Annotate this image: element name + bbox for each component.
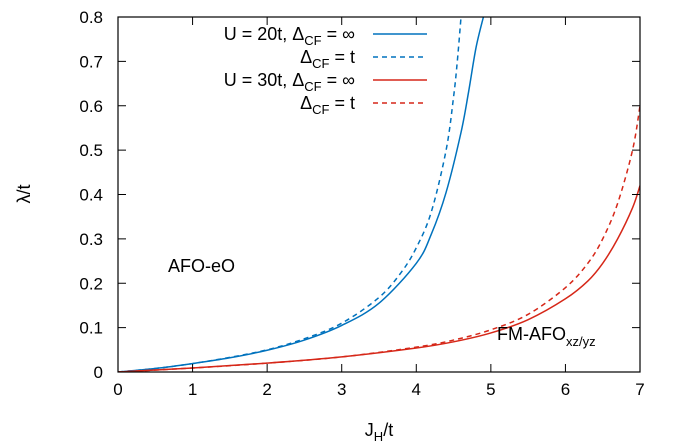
y-tick-label: 0.3 [79,230,103,249]
ticks-layer: 0 1 2 3 4 5 6 7 0 0.1 0.2 0.3 0.4 0.5 0.6 0.7 0.8 [79,8,644,399]
y-axis-label: λ/t [14,184,34,203]
plot-frame [117,16,641,373]
x-tick-label: 7 [635,380,644,399]
x-axis-label: JH/t [365,420,393,444]
y-tick-label: 0.1 [79,319,103,338]
x-tick-label: 4 [412,380,421,399]
y-tick-label: 0.8 [79,8,103,27]
region-label-fm-afo-sub: xz/yz [566,334,596,349]
x-tick-label: 5 [486,380,495,399]
legend: U = 20t, ΔCF = ∞ ΔCF = t U = 30t, ΔCF = … [224,24,427,117]
x-axis-label-sub: H [374,429,383,444]
region-label-afo-eo: AFO-eO [168,256,235,276]
x-axis-label-rest: /t [383,420,393,440]
y-tick-label: 0.5 [79,141,103,160]
y-tick-label: 0.2 [79,274,103,293]
series-line-2 [118,17,462,372]
y-tick-label: 0 [94,363,103,382]
legend-entry-1: U = 20t, ΔCF = ∞ [224,24,355,48]
x-tick-label: 2 [262,380,271,399]
legend-entry-3: U = 30t, ΔCF = ∞ [224,70,355,94]
legend-entry-4: ΔCF = t [300,93,355,117]
series-line-3 [118,185,640,372]
y-tick-label: 0.7 [79,52,103,71]
y-tick-label: 0.6 [79,97,103,116]
x-axis-label-main: J [365,420,374,440]
legend-entry-2: ΔCF = t [300,47,355,71]
x-tick-label: 6 [561,380,570,399]
x-tick-label: 3 [337,380,346,399]
region-label-fm-afo: FM-AFOxz/yz [497,324,596,349]
x-tick-label: 0 [113,380,122,399]
series-layer [118,17,640,372]
x-tick-label: 1 [188,380,197,399]
y-tick-label: 0.4 [79,186,103,205]
series-line-1 [118,17,485,372]
region-label-fm-afo-main: FM-AFO [497,324,566,344]
